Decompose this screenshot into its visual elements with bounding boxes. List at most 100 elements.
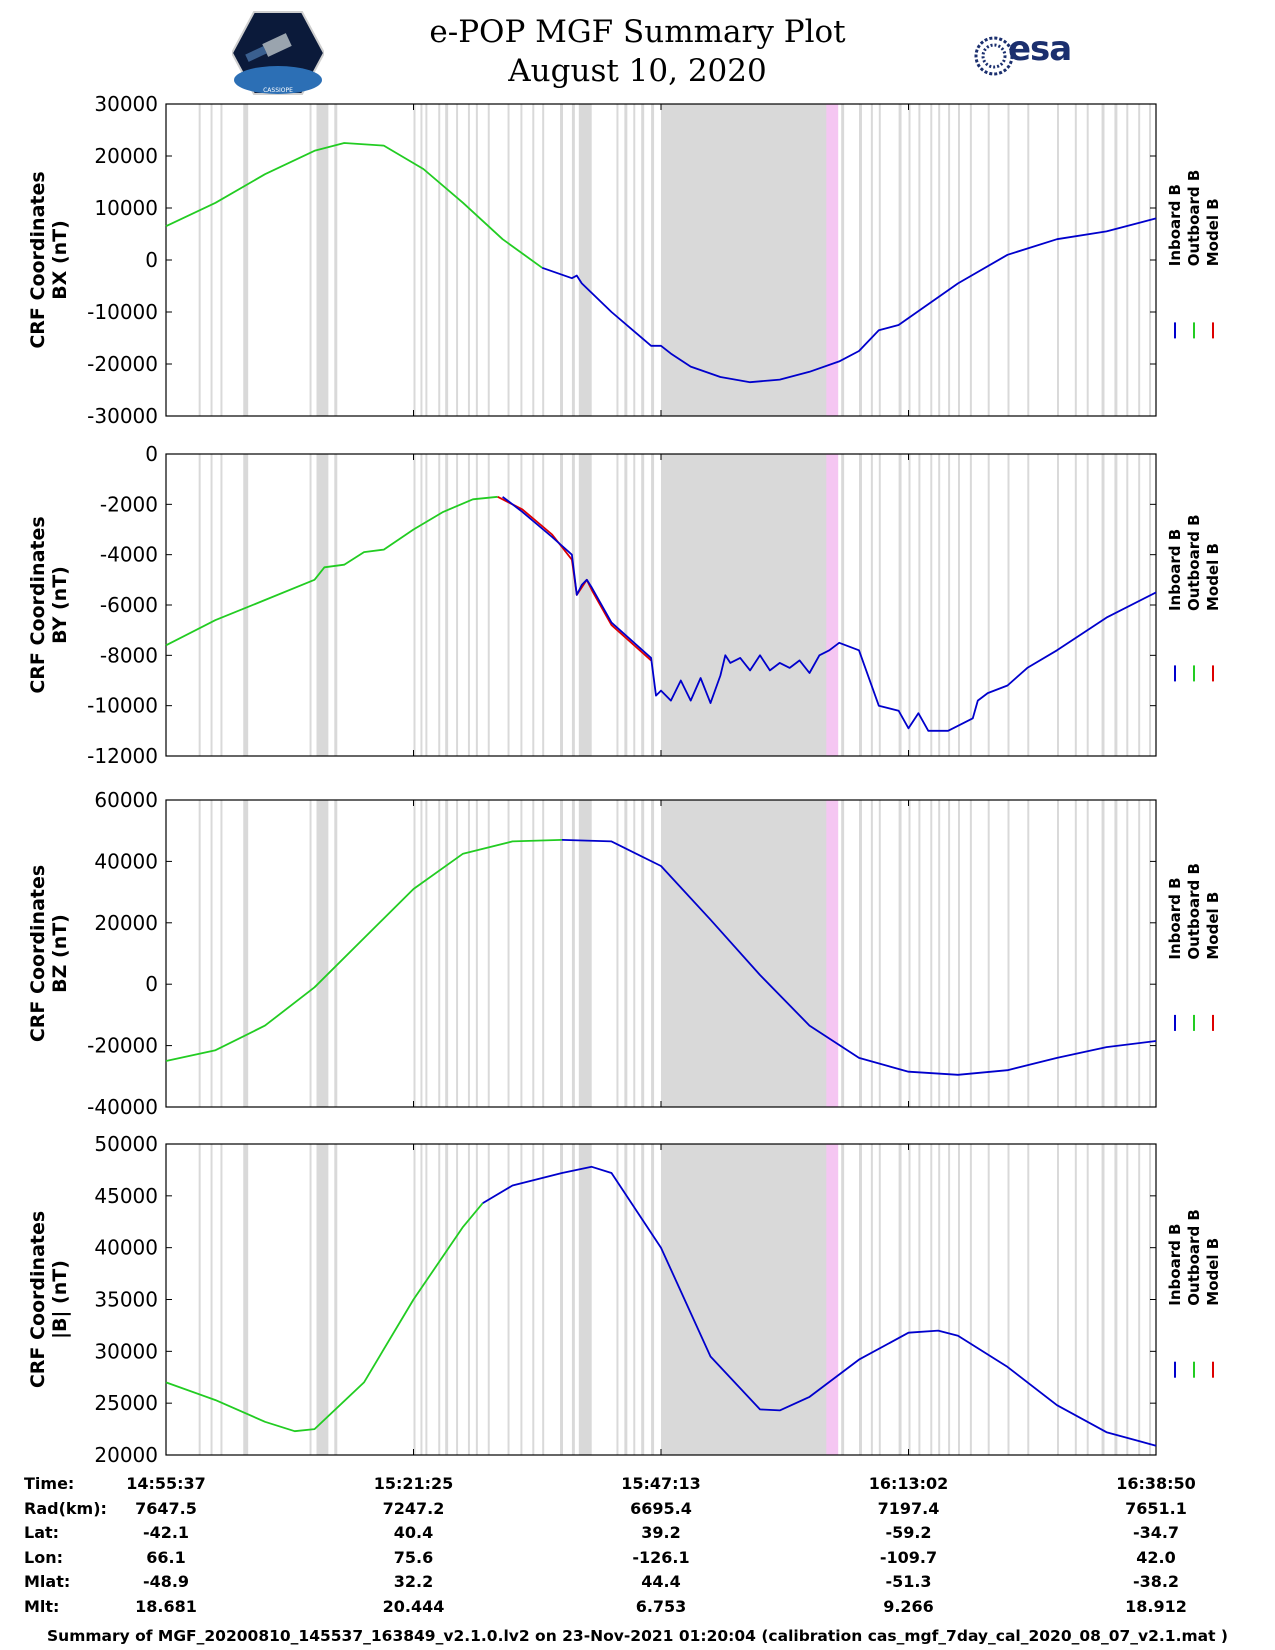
gap-bar [958, 104, 960, 416]
y-tick-label: 40000 [94, 1236, 158, 1260]
gap-bar [507, 800, 510, 1107]
gap-bar [243, 1144, 249, 1455]
y-tick-label: -20000 [87, 352, 158, 376]
ephemeris-value: 20.444 [382, 1597, 445, 1616]
legend-label: Inboard B [1166, 529, 1184, 611]
gap-bar [969, 104, 972, 416]
ephemeris-value: 18.912 [1125, 1597, 1187, 1616]
ephemeris-value: 6.753 [635, 1597, 687, 1616]
gap-bar [1086, 1144, 1089, 1455]
gap-bar [532, 800, 535, 1107]
panel-2: 0 -2000 -4000 -6000 -8000 -10000 -12000 CRF Coo… [27, 442, 1222, 768]
gap-bar [210, 104, 213, 416]
ephemeris-row-label: Lon: [24, 1547, 63, 1567]
gap-bar [1057, 454, 1059, 756]
panel-3: 60000 40000 20000 0 -20000 -40000 CRF Coordina… [27, 788, 1222, 1119]
gap-bar [220, 800, 223, 1107]
gap-bar [930, 454, 933, 756]
gap-bar [578, 800, 592, 1107]
gap-bar [198, 454, 201, 756]
gap-bar [641, 104, 645, 416]
gap-bar [878, 800, 881, 1107]
y-tick-label: -4000 [100, 543, 158, 567]
y-axis-unit-label: BZ (nT) [49, 914, 71, 993]
gap-bar [987, 454, 990, 756]
y-tick-label: 0 [145, 442, 158, 466]
ephemeris-value: -59.2 [885, 1523, 932, 1543]
gap-bar [309, 1144, 312, 1455]
highlight-bar [826, 800, 839, 1107]
gap-bar [1074, 454, 1077, 756]
gap-bar [571, 104, 575, 416]
gap-bar [918, 104, 921, 416]
footer-caption: Summary of MGF_20200810_145537_163849_v2… [47, 1627, 1228, 1645]
gap-bar [309, 454, 312, 756]
gap-bar [641, 454, 645, 756]
panel-4: 50000 45000 40000 35000 30000 25000 20000 CRF C… [27, 1132, 1222, 1467]
ephemeris-row-label: Mlat: [24, 1572, 71, 1592]
gap-bar [456, 454, 459, 756]
esa-logo-text: esa [1008, 29, 1072, 69]
gap-bar [438, 454, 441, 756]
y-tick-label: 40000 [94, 849, 158, 873]
y-tick-label: 30000 [94, 1339, 158, 1363]
gap-bar [507, 1144, 510, 1455]
ephemeris-value: 44.4 [641, 1572, 681, 1592]
ephemeris-value: 7651.1 [1125, 1498, 1187, 1518]
gap-bar [413, 800, 416, 1107]
series-line-outboard-b [165, 495, 498, 647]
ephemeris-value: 40.4 [393, 1523, 434, 1543]
legend-label: Inboard B [1166, 877, 1184, 959]
gap-bar [661, 1144, 835, 1455]
gap-bar [456, 104, 459, 416]
gap-bar [870, 1144, 873, 1455]
gap-bar [309, 104, 312, 416]
gap-bar [220, 1144, 223, 1455]
gap-bar [487, 800, 490, 1107]
gap-bar [413, 454, 416, 756]
gap-bar [616, 104, 619, 416]
gap-bar [334, 1144, 338, 1455]
y-tick-label: 35000 [94, 1288, 158, 1312]
y-axis-label: CRF Coordinates [27, 516, 49, 693]
gap-bar [520, 104, 523, 416]
gap-bar [542, 104, 545, 416]
y-axis-label: CRF Coordinates [27, 865, 49, 1042]
series-line-outboard-b [165, 1202, 484, 1433]
gap-bar [532, 1144, 535, 1455]
ephemeris-value: 39.2 [641, 1523, 681, 1543]
gap-bar [210, 1144, 213, 1455]
gap-bar [1114, 1144, 1118, 1455]
gap-bar [425, 800, 428, 1107]
gap-bar [316, 454, 329, 756]
gap-bar [958, 800, 960, 1107]
gap-bar [651, 454, 655, 756]
gap-bar [220, 104, 223, 416]
gap-bar [571, 800, 575, 1107]
gap-bar [456, 1144, 459, 1455]
gap-bar [309, 800, 312, 1107]
gap-bar [456, 800, 459, 1107]
ephemeris-value: 7197.4 [877, 1498, 940, 1518]
gap-bar [651, 104, 655, 416]
series-line-outboard-b [165, 142, 543, 269]
y-axis-unit-label: |B| (nT) [49, 1260, 71, 1339]
gap-bar [475, 800, 478, 1107]
gap-bar [918, 1144, 921, 1455]
gap-bar [413, 104, 416, 416]
gap-bar [841, 454, 845, 756]
gap-bar [987, 800, 990, 1107]
gap-bar [624, 454, 628, 756]
gap-bar [930, 104, 933, 416]
gap-bar [969, 1144, 972, 1455]
gap-bar [616, 800, 619, 1107]
series-line-outboard-b [165, 839, 563, 1062]
gap-bar [578, 1144, 592, 1455]
gap-bar [870, 454, 873, 756]
gap-bar [1138, 1144, 1141, 1455]
y-axis-unit-label: BX (nT) [49, 220, 71, 300]
gap-bar [908, 104, 911, 416]
gap-bar [1101, 1144, 1105, 1455]
gap-bar [542, 1144, 545, 1455]
gap-bar [624, 1144, 628, 1455]
